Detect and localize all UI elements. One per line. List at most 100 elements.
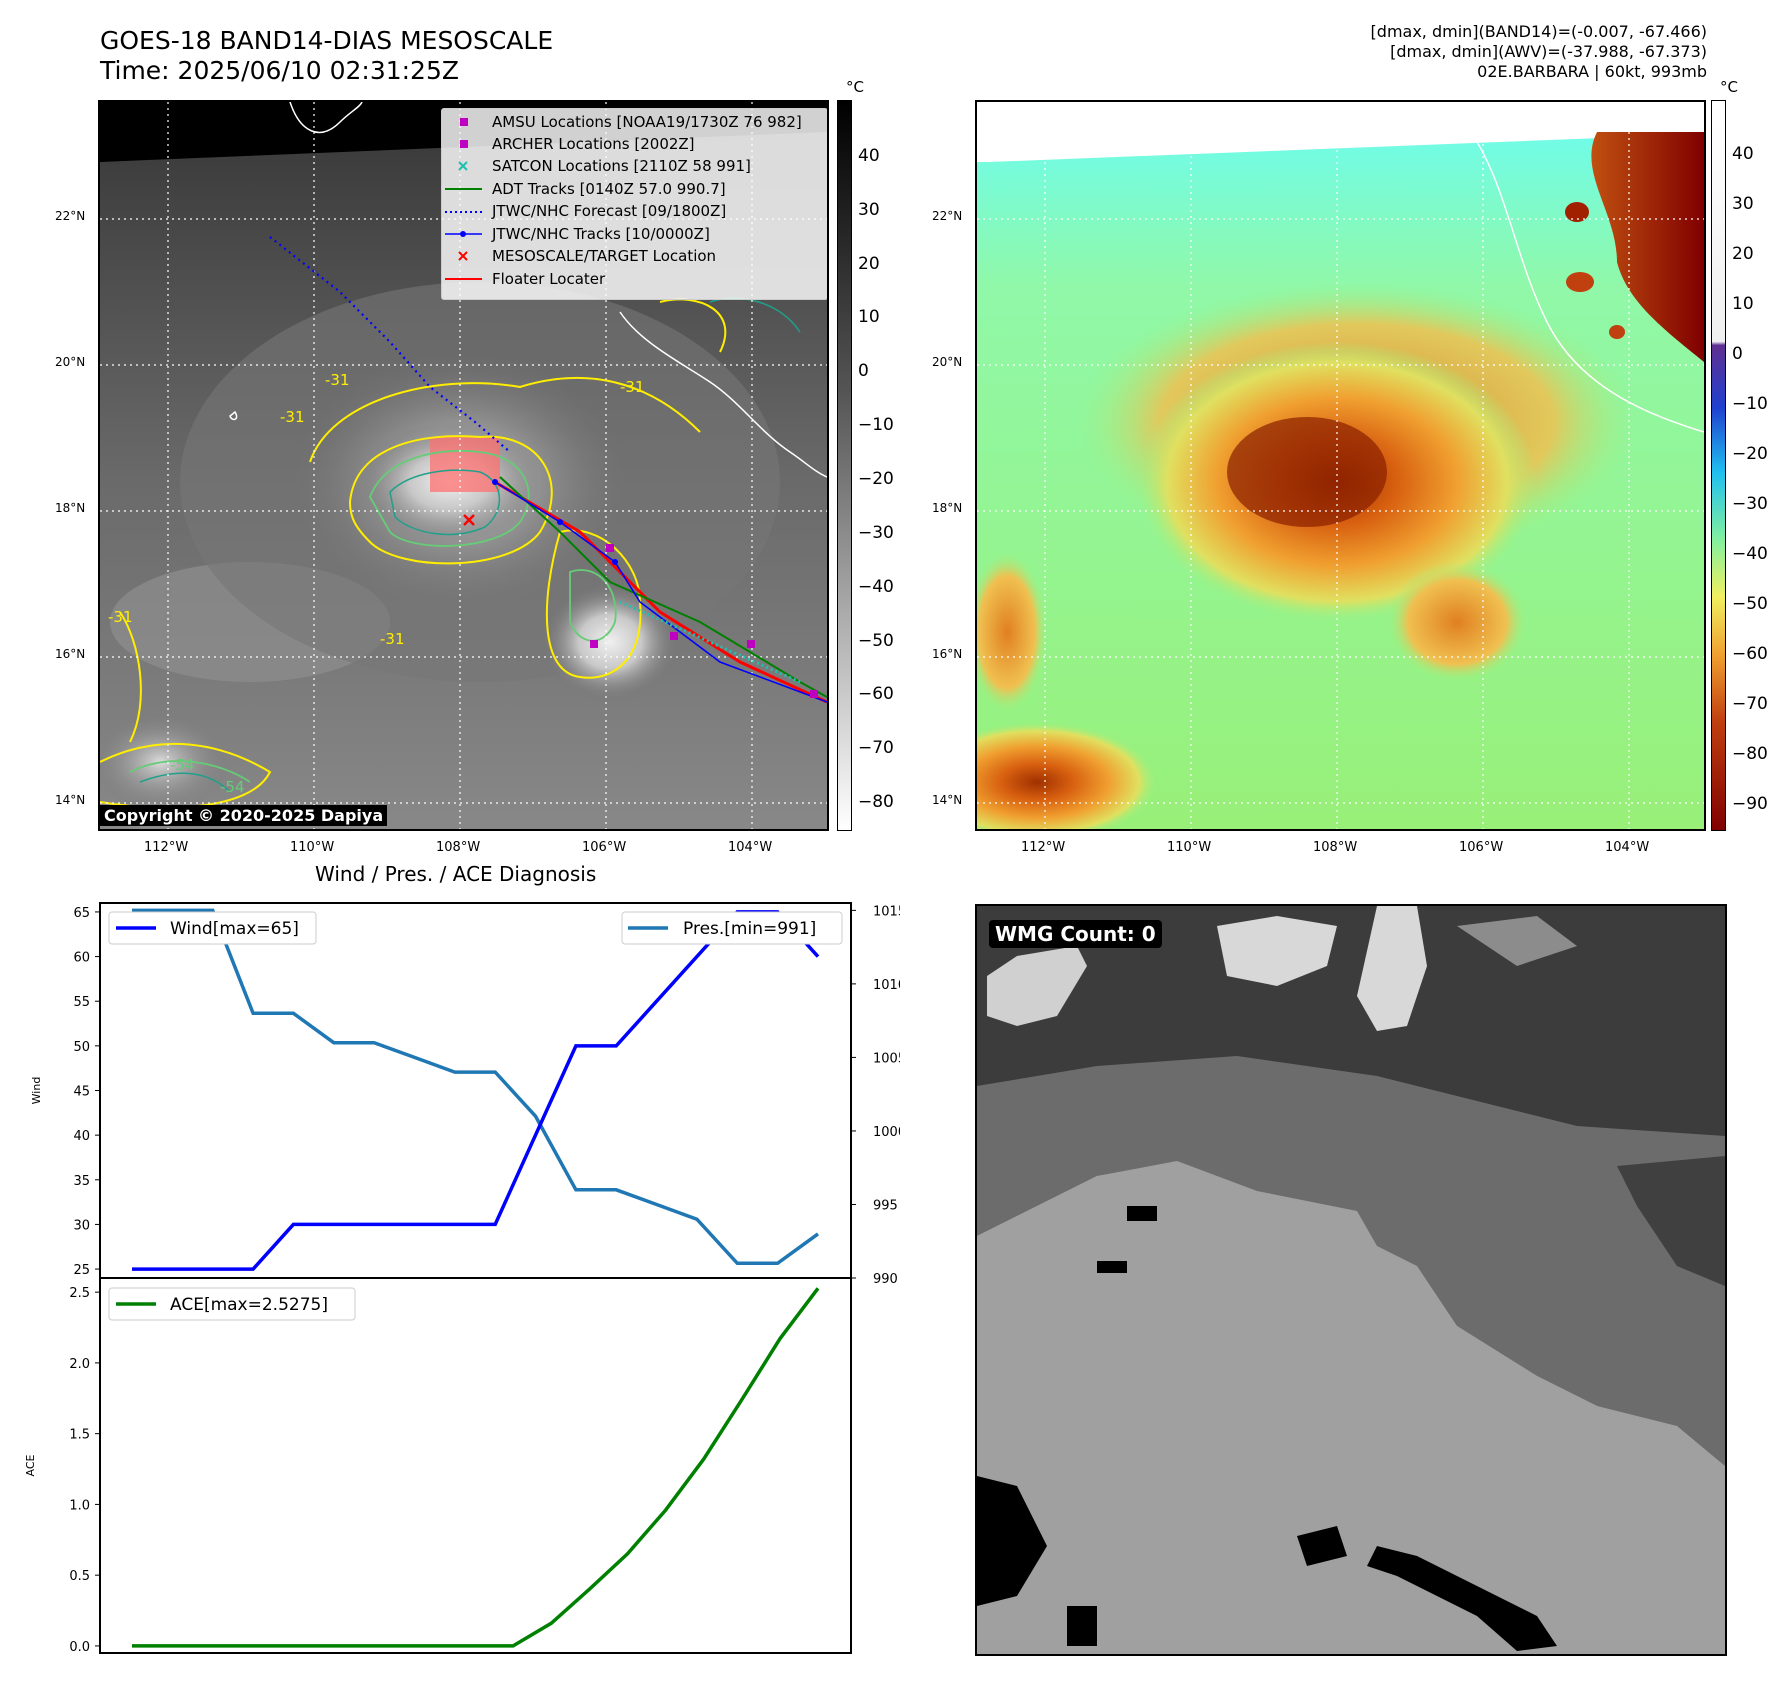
legend-adt: ADT Tracks [0140Z 57.0 990.7] <box>492 180 726 198</box>
dias-colorbar-tick: 10 <box>1732 294 1754 314</box>
dias-colorbar-tick: −60 <box>1732 644 1768 664</box>
ir-colorbar-tick: 40 <box>858 145 880 166</box>
ir-colorbar-tick: −20 <box>858 469 894 489</box>
pressure-tick-label: 1000 <box>873 1125 900 1140</box>
lat-label: 22°N <box>55 209 86 223</box>
wind-axis-label: Wind <box>30 1077 43 1105</box>
lon-label: 108°W <box>1313 840 1358 855</box>
diagnosis-title: Wind / Pres. / ACE Diagnosis <box>315 862 597 886</box>
ace-axis-label: ACE <box>24 1454 37 1476</box>
dias-colorbar-tick: −30 <box>1732 494 1768 514</box>
ace-tick-label: 0.0 <box>69 1640 90 1655</box>
legend-amsu: AMSU Locations [NOAA19/1730Z 76 982] <box>492 113 802 131</box>
dias-colorbar-tick: −20 <box>1732 444 1768 464</box>
dias-colorbar <box>1711 100 1726 831</box>
wind-tick-label: 60 <box>73 951 90 966</box>
lon-label: 112°W <box>144 840 189 855</box>
pressure-legend-box <box>621 911 843 945</box>
ir-colorbar-tick: −60 <box>858 684 894 705</box>
ir-colorbar <box>837 100 852 831</box>
dias-colorbar-tick: −40 <box>1732 544 1768 564</box>
dias-colorbar-tick: 40 <box>1732 144 1754 164</box>
lat-label: 18°N <box>932 501 963 515</box>
lat-label: 16°N <box>55 647 86 661</box>
ir-colorbar-tick: −30 <box>858 522 894 543</box>
wmg-count-badge: WMG Count: 0 <box>989 920 1162 948</box>
lon-label: 108°W <box>436 840 481 855</box>
ir-map-panel: -31 -31 -31 -31 -31 -54 -54 <box>98 100 829 831</box>
ace-tick-label: 2.5 <box>69 1286 90 1301</box>
ace-axes-frame <box>99 1277 852 1654</box>
ace-legend-box <box>108 1287 356 1321</box>
dias-colorbar-tick: 0 <box>1732 344 1743 364</box>
legend-forecast: JTWC/NHC Forecast [09/1800Z] <box>492 202 727 220</box>
ir-colorbar-tick: −40 <box>858 576 894 597</box>
lon-label: 106°W <box>1459 840 1504 855</box>
info-band14: [dmax, dmin](BAND14)=(-0.007, -67.466) <box>1370 22 1707 41</box>
pressure-legend-label: Pres.[min=991] <box>683 919 816 939</box>
figure-title: GOES-18 BAND14-DIAS MESOSCALE <box>100 26 554 55</box>
ace-legend-label: ACE[max=2.5275] <box>170 1295 328 1315</box>
dias-colorbar-tick: 20 <box>1732 244 1754 264</box>
copyright-badge: Copyright © 2020-2025 Dapiya <box>100 805 388 826</box>
legend-tracks: JTWC/NHC Tracks [10/0000Z] <box>492 225 710 243</box>
lat-label: 16°N <box>932 647 963 661</box>
wind-tick-label: 50 <box>73 1040 90 1055</box>
dias-colorbar-tick: −10 <box>1732 394 1768 414</box>
lat-label: 20°N <box>932 355 963 369</box>
pressure-tick-label: 995 <box>873 1198 898 1213</box>
wmg-image <box>977 906 1725 1654</box>
wind-tick-label: 35 <box>73 1174 90 1189</box>
info-awv: [dmax, dmin](AWV)=(-37.988, -67.373) <box>1390 42 1707 61</box>
ace-tick-label: 1.5 <box>69 1428 90 1443</box>
info-storm: 02E.BARBARA | 60kt, 993mb <box>1477 62 1707 81</box>
dias-colorbar-tick: −90 <box>1732 794 1768 814</box>
ir-colorbar-unit: °C <box>846 78 864 96</box>
ir-colorbar-tick: 0 <box>858 361 869 382</box>
lon-label: 110°W <box>290 840 335 855</box>
ir-colorbar-tick: −80 <box>858 792 894 813</box>
pressure-tick-label: 1015 <box>873 904 900 919</box>
wind-axes-frame <box>99 902 852 1279</box>
contour-label: -31 <box>280 408 305 426</box>
wind-tick-label: 30 <box>73 1218 90 1233</box>
contour-label: -31 <box>108 608 133 626</box>
pressure-series-line <box>132 908 820 1266</box>
lat-label: 22°N <box>932 209 963 223</box>
wind-tick-label: 45 <box>73 1085 90 1100</box>
dias-map-image <box>977 102 1704 829</box>
dias-colorbar-unit: °C <box>1720 78 1738 96</box>
dias-map-panel <box>975 100 1706 831</box>
contour-label: -31 <box>380 630 405 648</box>
dias-colorbar-tick: −70 <box>1732 694 1768 714</box>
legend-archer: ARCHER Locations [2002Z] <box>492 135 695 153</box>
legend-satcon: SATCON Locations [2110Z 58 991] <box>492 157 751 175</box>
pressure-tick-label: 1005 <box>873 1051 900 1066</box>
legend-floater: Floater Locater <box>492 270 606 288</box>
contour-label: -54 <box>220 778 245 796</box>
ace-tick-label: 0.5 <box>69 1569 90 1584</box>
contour-label: -31 <box>325 371 350 389</box>
ir-colorbar-tick: 10 <box>858 307 880 328</box>
ace-tick-label: 2.0 <box>69 1357 90 1372</box>
ir-colorbar-tick: −70 <box>858 738 894 759</box>
ir-colorbar-tick: 30 <box>858 199 880 220</box>
pressure-tick-label: 990 <box>873 1272 898 1287</box>
wind-legend-label: Wind[max=65] <box>170 919 299 939</box>
wind-tick-label: 55 <box>73 995 90 1010</box>
ir-colorbar-tick: 20 <box>858 253 880 274</box>
lon-label: 112°W <box>1021 840 1066 855</box>
ir-colorbar-tick: −10 <box>858 415 894 436</box>
wind-tick-label: 40 <box>73 1129 90 1144</box>
lon-label: 110°W <box>1167 840 1212 855</box>
ace-series-line <box>132 1287 820 1648</box>
lon-label: 104°W <box>1605 840 1650 855</box>
lat-label: 14°N <box>55 793 86 807</box>
ace-tick-label: 1.0 <box>69 1498 90 1513</box>
lat-label: 18°N <box>55 501 86 515</box>
lon-label: 104°W <box>728 840 773 855</box>
dias-colorbar-tick: 30 <box>1732 194 1754 214</box>
